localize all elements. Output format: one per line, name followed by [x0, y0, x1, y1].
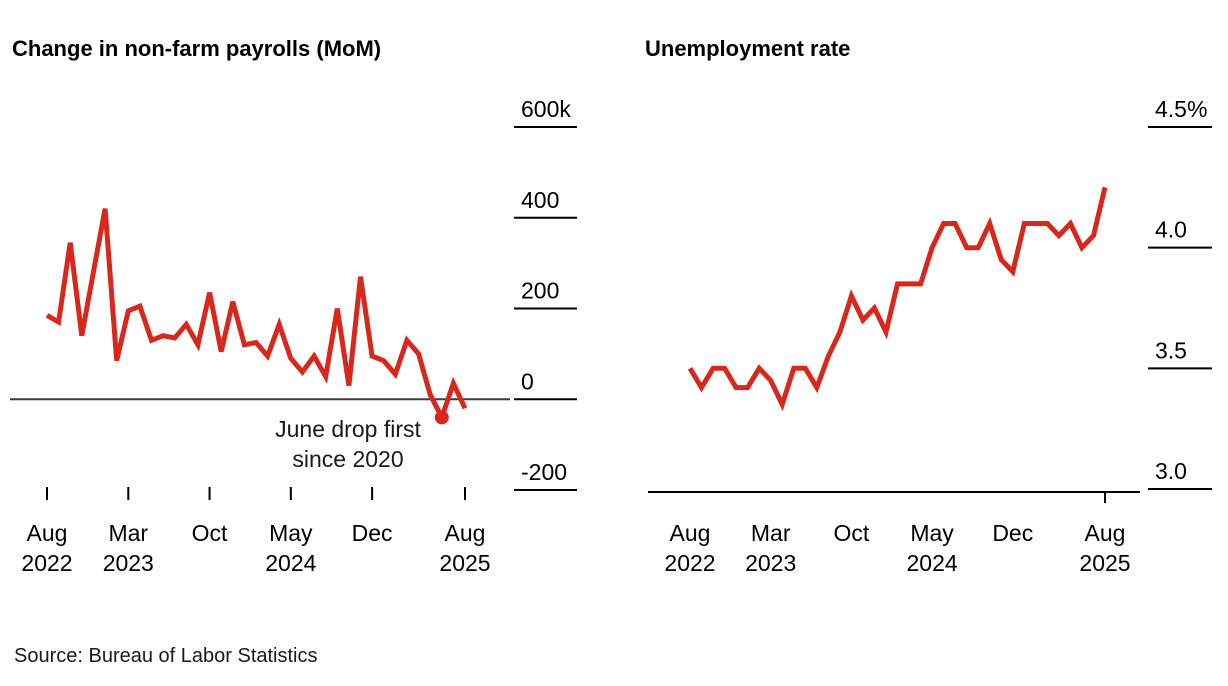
payrolls-x-axis-label: Aug — [445, 520, 486, 546]
unemployment-y-axis-label: 3.5 — [1155, 337, 1187, 363]
unemployment-x-axis-label: Dec — [992, 520, 1033, 546]
unemployment-x-axis-label-year: 2023 — [745, 550, 796, 576]
payrolls-x-axis-label-year: 2023 — [103, 550, 154, 576]
unemployment-y-axis-label: 4.0 — [1155, 217, 1187, 243]
payrolls-y-axis-label: -200 — [521, 459, 567, 485]
payrolls-y-axis-label: 200 — [521, 278, 559, 304]
unemployment-chart-title: Unemployment rate — [645, 36, 851, 61]
unemployment-x-axis-label-year: 2022 — [664, 550, 715, 576]
unemployment-x-axis-label-year: 2024 — [906, 550, 957, 576]
payrolls-x-axis-label: May — [269, 520, 313, 546]
payrolls-x-axis-label: Aug — [27, 520, 68, 546]
payrolls-x-axis-label-year: 2025 — [439, 550, 490, 576]
unemployment-x-axis-label: May — [910, 520, 954, 546]
payrolls-x-axis-label: Oct — [192, 520, 228, 546]
payrolls-annotation-text: June drop first — [275, 416, 421, 442]
payrolls-x-axis-label: Dec — [352, 520, 393, 546]
payrolls-x-axis-label-year: 2022 — [21, 550, 72, 576]
unemployment-x-axis-label: Aug — [670, 520, 711, 546]
source-attribution: Source: Bureau of Labor Statistics — [14, 645, 318, 667]
payrolls-x-axis-label-year: 2024 — [265, 550, 316, 576]
unemployment-chart: 4.5% 4.0 3.5 3.0 Aug 2022 Mar 2023 Oct May 2024 Dec… — [648, 96, 1212, 576]
unemployment-series-line — [687, 186, 1108, 412]
payrolls-series-line — [45, 208, 468, 424]
payrolls-annotation-text: since 2020 — [292, 446, 403, 472]
payrolls-chart-title: Change in non-farm payrolls (MoM) — [12, 36, 382, 61]
payrolls-annotation-marker — [434, 410, 449, 425]
unemployment-x-axis-label: Mar — [751, 520, 791, 546]
unemployment-y-axis-label: 4.5% — [1155, 96, 1207, 122]
unemployment-x-axis-label-year: 2025 — [1079, 550, 1130, 576]
payrolls-chart: 600k 400 200 0 -200 Aug 2022 Mar 2023 Oct May 2024 D… — [10, 96, 577, 576]
payrolls-y-axis-label: 0 — [521, 368, 534, 394]
unemployment-y-axis-label: 3.0 — [1155, 458, 1187, 484]
payrolls-y-axis-label: 400 — [521, 187, 559, 213]
payrolls-x-axis-label: Mar — [108, 520, 148, 546]
payrolls-y-axis-label: 600k — [521, 96, 571, 122]
unemployment-x-axis-label: Aug — [1085, 520, 1126, 546]
unemployment-x-axis-label: Oct — [833, 520, 869, 546]
